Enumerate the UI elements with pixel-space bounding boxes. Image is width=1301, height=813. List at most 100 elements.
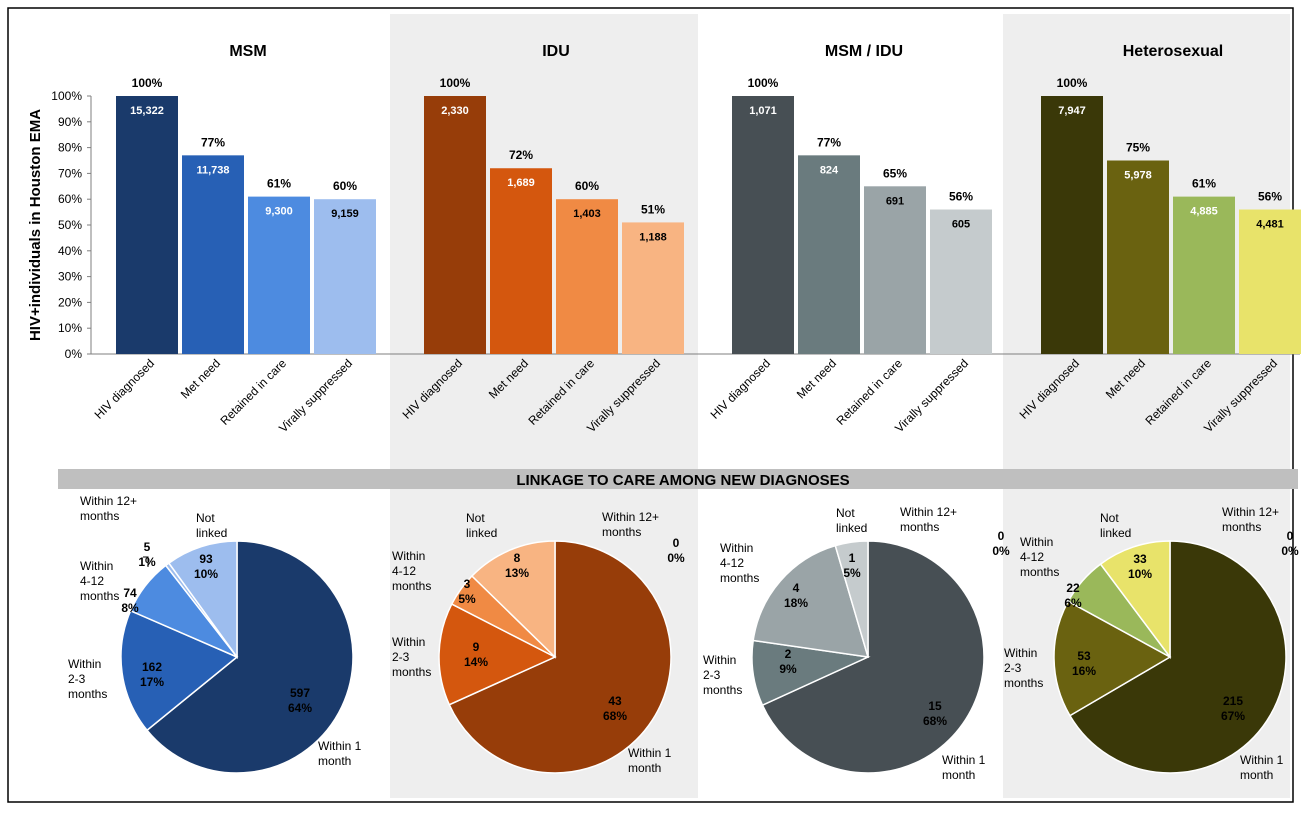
bar-count-label: 7,947 — [1058, 105, 1086, 117]
bar-percent-label: 56% — [949, 190, 973, 204]
pie-slice-within-4-12-months — [752, 544, 870, 658]
pie-slice-within-1-month — [448, 540, 672, 774]
pie-count-label: 74 — [123, 586, 137, 600]
pie-category-line: Within 12+ — [80, 494, 137, 508]
pie-category-line: months — [80, 509, 119, 523]
bar-retained-in-care — [1173, 196, 1235, 354]
bar-met-need — [490, 168, 552, 354]
pie-category-line: Within — [720, 541, 753, 555]
pie-category-label: Within 1 month — [628, 746, 672, 775]
pie-slice-within-2-3-months — [438, 603, 557, 706]
bar-virally-suppressed — [622, 222, 684, 354]
pie-category-line: months — [703, 683, 742, 697]
y-tick-label: 90% — [58, 115, 82, 129]
pie-count-label: 5 — [144, 540, 151, 554]
pie-category-line: Within 1 — [318, 739, 362, 753]
pie-category-line: Within 1 — [1240, 753, 1284, 767]
pie-category-line: Within — [1004, 646, 1037, 660]
bar-retained-in-care — [864, 186, 926, 354]
bar-met-need — [798, 155, 860, 354]
bar-count-label: 15,322 — [130, 105, 164, 117]
bar-percent-label: 100% — [440, 76, 471, 90]
bar-met-need — [1107, 160, 1169, 354]
pie-count-label: 215 — [1223, 694, 1243, 708]
bar-percent-label: 100% — [1057, 76, 1088, 90]
pie-count-label: 4 — [793, 581, 800, 595]
pie-count-label: 2 — [785, 647, 792, 661]
bar-hiv-diagnosed — [424, 96, 486, 354]
y-tick-label: 10% — [58, 321, 82, 335]
bar-hiv-diagnosed — [1041, 96, 1103, 354]
pie-percent-label: 67% — [1221, 709, 1245, 723]
pie-category-line: Within 1 — [942, 753, 986, 767]
pie-category-line: months — [1004, 676, 1043, 690]
y-tick-label: 30% — [58, 270, 82, 284]
pie-count-label: 43 — [608, 694, 622, 708]
pie-percent-label: 8% — [121, 601, 139, 615]
pie-category-line: month — [942, 768, 975, 782]
pie-category-label: Within 12+ months — [900, 505, 957, 534]
bar-count-label: 4,885 — [1190, 206, 1218, 218]
pie-slice-within-2-3-months — [1053, 600, 1172, 717]
bar-count-label: 5,978 — [1124, 170, 1152, 182]
pie-category-line: Within 12+ — [602, 510, 659, 524]
pie-slice-within-1-month — [145, 540, 354, 774]
bar-percent-label: 75% — [1126, 141, 1150, 155]
pie-category-line: months — [68, 687, 107, 701]
pie-count-label: 53 — [1077, 649, 1091, 663]
bar-count-label: 11,738 — [196, 164, 229, 176]
pie-category-line: Within 12+ — [1222, 505, 1279, 519]
pie-category-label: Within 12+ months — [1222, 505, 1279, 534]
pie-category-line: Within — [1020, 535, 1053, 549]
pie-category-label: Within 4-12 months — [80, 559, 119, 603]
pie-percent-label: 64% — [288, 701, 312, 715]
bar-percent-label: 100% — [132, 76, 163, 90]
pie-category-line: Within — [392, 635, 425, 649]
pie-percent-label: 17% — [140, 675, 164, 689]
y-tick-label: 20% — [58, 295, 82, 309]
y-tick-label: 60% — [58, 192, 82, 206]
bar-count-label: 1,188 — [639, 231, 667, 243]
bar-percent-label: 77% — [817, 135, 841, 149]
pie-percent-label: 0% — [992, 544, 1010, 558]
pie-category-line: 4-12 — [720, 556, 744, 570]
pie-slice-not-linked — [470, 540, 556, 659]
pie-category-line: Within — [80, 559, 113, 573]
pie-category-line: 4-12 — [392, 564, 416, 578]
y-tick-label: 100% — [51, 89, 82, 103]
pie-category-line: Within — [68, 657, 101, 671]
pie-percent-label: 16% — [1072, 664, 1096, 678]
y-tick-label: 0% — [65, 347, 83, 361]
pie-category-line: Not — [836, 506, 855, 520]
pie-percent-label: 68% — [603, 709, 627, 723]
pie-category-label: Not linked — [836, 506, 867, 535]
linkage-title: LINKAGE TO CARE AMONG NEW DIAGNOSES — [516, 472, 849, 489]
pie-category-label: Within 2-3 months — [703, 653, 742, 697]
linkage-banner — [58, 469, 1298, 489]
pie-category-label: Not linked — [196, 511, 227, 540]
pie-category-label: Within 2-3 months — [1004, 646, 1043, 690]
bar-percent-label: 51% — [641, 202, 665, 216]
pie-category-line: 2-3 — [392, 650, 410, 664]
bar-percent-label: 77% — [201, 135, 225, 149]
pie-category-line: months — [80, 589, 119, 603]
pie-percent-label: 18% — [784, 596, 808, 610]
pie-category-line: Not — [1100, 511, 1119, 525]
pie-category-line: Not — [466, 511, 485, 525]
pie-count-label: 0 — [998, 529, 1005, 543]
pie-count-label: 0 — [1287, 529, 1294, 543]
y-tick-label: 50% — [58, 218, 82, 232]
pie-category-label: Within 4-12 months — [392, 549, 431, 593]
pie-slice-within-1-month — [1068, 540, 1287, 774]
group-title: IDU — [542, 43, 570, 60]
pie-category-line: months — [900, 520, 939, 534]
pie-category-line: Within — [392, 549, 425, 563]
pie-category-line: 4-12 — [1020, 550, 1044, 564]
pie-category-line: month — [318, 754, 351, 768]
